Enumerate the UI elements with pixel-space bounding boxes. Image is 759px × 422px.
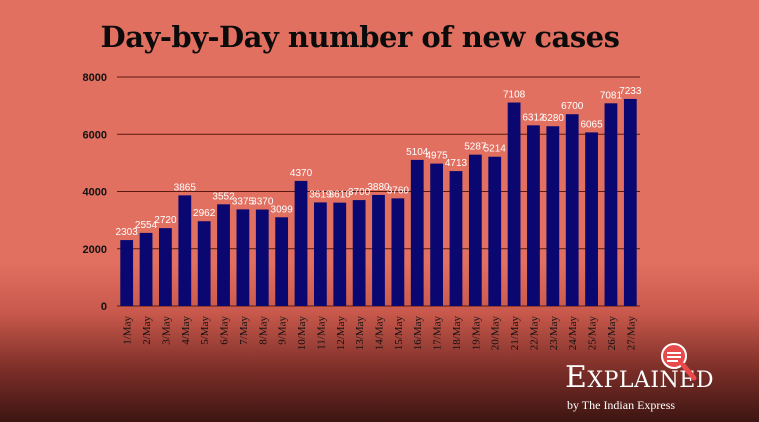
brand-word-rest: XPLAINED bbox=[587, 368, 715, 393]
brand-word-lead: E bbox=[565, 360, 588, 395]
bar bbox=[488, 156, 502, 306]
chart-title: Day-by-Day number of new cases bbox=[100, 20, 620, 54]
x-tick-label: 24/May bbox=[567, 316, 579, 351]
magnifier-icon bbox=[661, 343, 697, 381]
x-tick-label: 18/May bbox=[451, 316, 463, 351]
data-label: 2303 bbox=[116, 227, 139, 238]
x-tick-label: 1/May bbox=[122, 316, 134, 345]
x-tick-label: 10/May bbox=[296, 316, 308, 351]
brand-byline: by The Indian Express bbox=[567, 398, 676, 412]
y-tick-label: 4000 bbox=[83, 187, 107, 199]
data-label: 4370 bbox=[290, 168, 313, 179]
bar bbox=[236, 209, 250, 306]
data-label: 6700 bbox=[561, 101, 584, 112]
bar bbox=[449, 171, 463, 306]
x-tick-label: 21/May bbox=[509, 316, 521, 351]
data-label: 5214 bbox=[484, 144, 507, 155]
bar bbox=[294, 180, 308, 306]
bar bbox=[546, 126, 560, 306]
bar bbox=[507, 102, 521, 306]
data-label: 7108 bbox=[503, 90, 526, 101]
bar bbox=[623, 98, 637, 306]
x-tick-label: 16/May bbox=[412, 316, 424, 351]
x-tick-label: 15/May bbox=[393, 316, 405, 351]
bar bbox=[604, 103, 618, 307]
x-tick-label: 14/May bbox=[374, 316, 386, 351]
data-label: 6065 bbox=[580, 119, 603, 130]
bar bbox=[139, 232, 153, 306]
data-label: 7081 bbox=[600, 90, 623, 101]
x-tick-label: 5/May bbox=[199, 316, 211, 345]
data-label: 7233 bbox=[619, 86, 642, 97]
x-tick-label: 25/May bbox=[587, 316, 599, 351]
bar bbox=[410, 159, 424, 306]
x-tick-label: 19/May bbox=[470, 316, 482, 351]
x-tick-label: 9/May bbox=[277, 316, 289, 345]
x-tick-label: 27/May bbox=[625, 316, 637, 351]
x-tick-label: 12/May bbox=[335, 316, 347, 351]
bar bbox=[178, 195, 192, 306]
data-label: 4713 bbox=[445, 158, 468, 169]
bar bbox=[527, 125, 540, 306]
bar bbox=[391, 198, 405, 306]
data-label: 3610 bbox=[329, 190, 352, 201]
x-tick-label: 3/May bbox=[160, 316, 172, 345]
bar bbox=[565, 114, 579, 307]
bar bbox=[275, 217, 289, 306]
y-tick-label: 0 bbox=[101, 301, 107, 313]
bar bbox=[333, 202, 347, 306]
data-label: 3375 bbox=[232, 196, 255, 207]
x-tick-label: 26/May bbox=[606, 316, 618, 351]
bar bbox=[120, 240, 134, 306]
y-tick-label: 6000 bbox=[83, 129, 107, 141]
data-label: 4975 bbox=[425, 151, 448, 162]
x-tick-label: 22/May bbox=[528, 316, 540, 351]
data-label: 5104 bbox=[406, 147, 429, 158]
data-label: 2962 bbox=[193, 208, 216, 219]
data-label: 3552 bbox=[212, 191, 235, 202]
x-tick-label: 4/May bbox=[180, 316, 192, 345]
bar bbox=[430, 163, 444, 306]
x-tick-label: 8/May bbox=[257, 316, 269, 345]
brand-wordmark: EXPLAINED bbox=[565, 360, 714, 395]
bar bbox=[217, 204, 230, 306]
data-label: 6312 bbox=[522, 112, 545, 123]
x-tick-label: 11/May bbox=[315, 316, 327, 350]
explained-brand: EXPLAINED by The Indian Express bbox=[565, 360, 755, 416]
x-tick-label: 20/May bbox=[490, 316, 502, 351]
bar bbox=[197, 221, 211, 306]
bar bbox=[352, 200, 366, 306]
bar bbox=[372, 194, 385, 306]
x-tick-label: 13/May bbox=[354, 316, 366, 351]
data-label: 5287 bbox=[464, 142, 487, 153]
bar bbox=[585, 132, 598, 306]
y-tick-label: 2000 bbox=[83, 244, 107, 256]
x-tick-label: 23/May bbox=[548, 316, 560, 351]
data-label: 3760 bbox=[387, 185, 410, 196]
data-label: 3700 bbox=[348, 187, 371, 198]
bar bbox=[255, 209, 269, 306]
data-label: 3619 bbox=[309, 189, 332, 200]
data-label: 3880 bbox=[367, 182, 390, 193]
y-tick-label: 8000 bbox=[83, 72, 107, 84]
bar bbox=[159, 228, 172, 306]
data-label: 3865 bbox=[174, 182, 197, 193]
data-label: 2720 bbox=[154, 215, 177, 226]
x-tick-label: 2/May bbox=[141, 316, 153, 345]
bar bbox=[468, 154, 482, 306]
data-label: 6280 bbox=[542, 113, 565, 124]
data-label: 2554 bbox=[135, 220, 158, 231]
data-label: 3099 bbox=[271, 204, 294, 215]
x-tick-label: 6/May bbox=[219, 316, 231, 345]
bar bbox=[313, 202, 327, 306]
x-tick-label: 7/May bbox=[238, 316, 250, 345]
x-tick-label: 17/May bbox=[432, 316, 444, 351]
data-label: 3370 bbox=[251, 197, 274, 208]
